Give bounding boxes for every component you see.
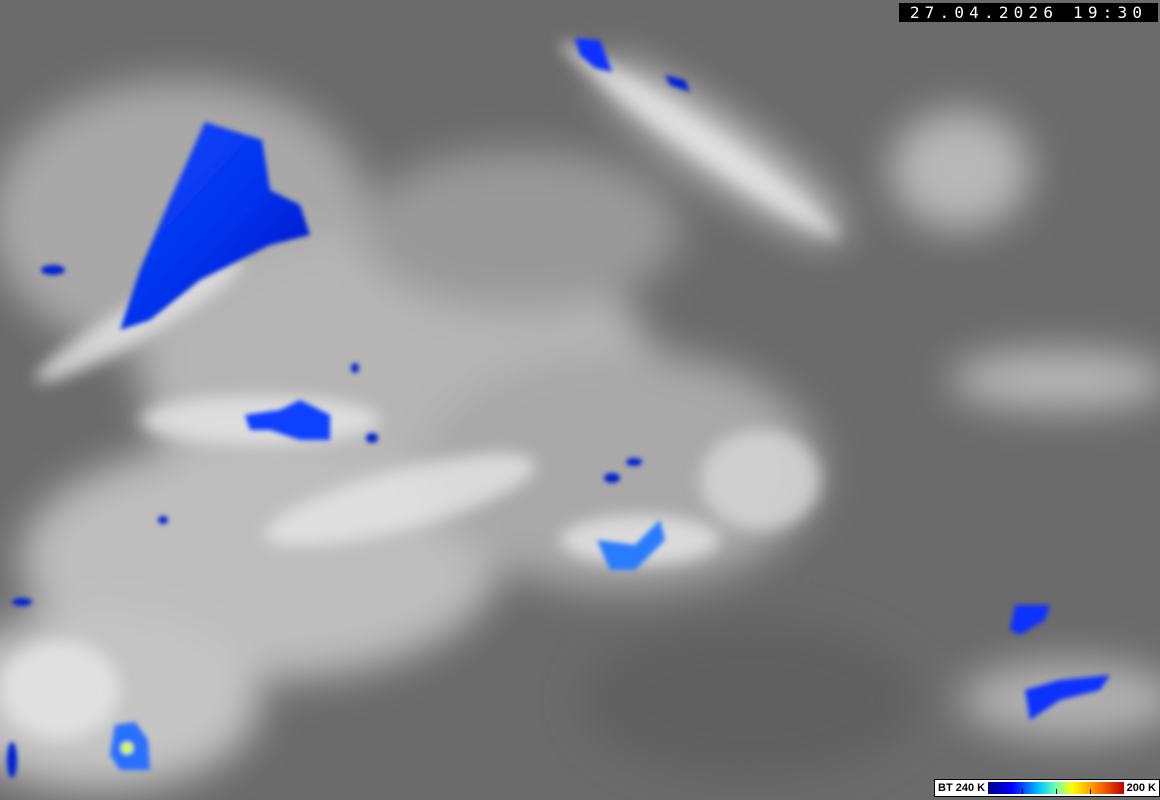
timestamp: 27.04.2026 19:30 [899, 3, 1158, 22]
cloud-cover [0, 60, 1160, 790]
legend-max-label: 200 K [1126, 782, 1156, 794]
color-scale-bar [988, 782, 1124, 794]
scale-tick [1055, 789, 1057, 794]
legend-min-label: BT 240 K [938, 782, 986, 794]
scale-tick [1021, 789, 1023, 794]
cold-cloud-tops [7, 38, 1110, 778]
brightness-temperature-legend: BT 240 K 200 K [934, 779, 1160, 797]
scale-tick [1089, 789, 1091, 794]
